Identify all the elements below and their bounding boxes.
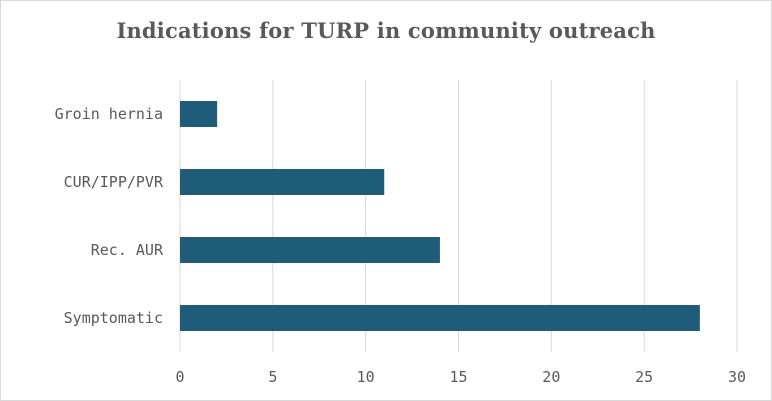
x-tick-label: 15 <box>449 368 467 386</box>
x-tick-labels: 0 5 10 15 20 25 30 <box>175 368 746 386</box>
x-tick-label: 25 <box>635 368 653 386</box>
bar-symptomatic <box>180 305 700 331</box>
category-labels: Symptomatic Rec. AUR CUR/IPP/PVR Groin hern… <box>55 105 164 327</box>
bar-rec-aur <box>180 237 440 263</box>
bars <box>180 101 700 331</box>
bar-cur-ipp-pvr <box>180 169 385 195</box>
bar-groin-hernia <box>180 101 218 127</box>
category-label: Rec. AUR <box>91 241 164 259</box>
x-tick-label: 0 <box>175 368 184 386</box>
category-label: Symptomatic <box>64 309 163 327</box>
x-tick-label: 10 <box>357 368 375 386</box>
x-tick-label: 30 <box>728 368 746 386</box>
x-tick-label: 20 <box>542 368 560 386</box>
chart-title: Indications for TURP in community outrea… <box>116 18 656 43</box>
category-label: CUR/IPP/PVR <box>64 173 164 191</box>
category-label: Groin hernia <box>55 105 163 123</box>
x-tick-label: 5 <box>268 368 277 386</box>
